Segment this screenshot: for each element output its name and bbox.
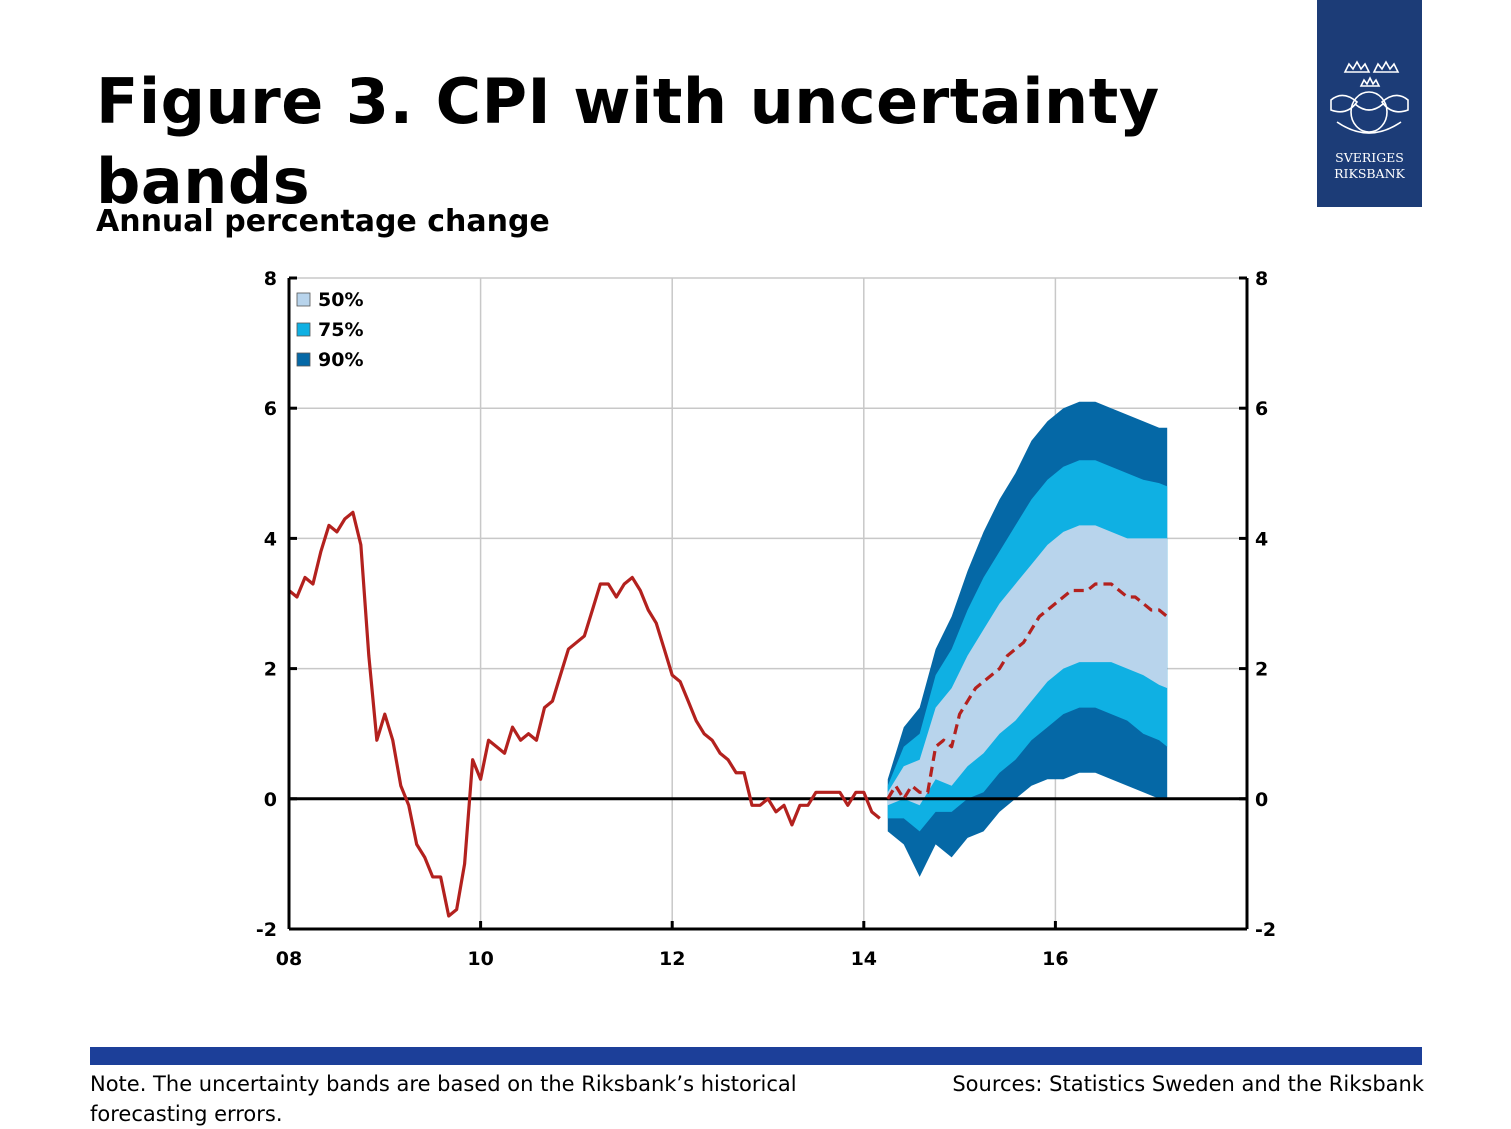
legend-swatch-1 — [296, 322, 311, 337]
footer-bar — [90, 1047, 1422, 1065]
legend: 50% 75% 90% — [296, 289, 363, 371]
band-50 — [887, 525, 1168, 806]
y-tick-label-right-5: 8 — [1255, 268, 1268, 290]
legend-label-2: 90% — [318, 349, 363, 371]
footer-note: Note. The uncertainty bands are based on… — [90, 1072, 797, 1126]
y-tick-label-left-5: 8 — [264, 268, 277, 290]
chart-title: Figure 3. CPI with uncertainty bands — [96, 65, 1160, 218]
y-tick-label-right-4: 6 — [1255, 398, 1268, 420]
uncertainty-bands — [887, 401, 1168, 877]
footer-sources: Sources: Statistics Sweden and the Riksb… — [952, 1072, 1424, 1096]
series-line-1 — [886, 582, 1169, 801]
y-tick-label-right-1: 0 — [1255, 789, 1268, 811]
series-line-0 — [287, 510, 881, 918]
riksbank-emblem-icon — [1330, 60, 1409, 134]
x-tick-label-3: 14 — [851, 948, 877, 970]
tick-labels: -2 -2 0 0 2 2 4 4 6 6 8 8 08 10 12 14 16 — [256, 268, 1276, 970]
riksbank-logo: SVERIGES RIKSBANK — [1317, 0, 1422, 207]
y-tick-label-right-0: -2 — [1255, 919, 1276, 941]
legend-swatch-2 — [296, 352, 311, 367]
y-tick-label-right-2: 2 — [1255, 659, 1268, 681]
y-tick-label-left-3: 4 — [264, 528, 277, 550]
chart-subtitle: Annual percentage change — [96, 204, 550, 239]
axes — [287, 276, 1249, 931]
logo-wordmark: SVERIGES RIKSBANK — [1317, 150, 1422, 182]
x-tick-label-1: 10 — [467, 948, 493, 970]
x-tick-label-2: 12 — [659, 948, 685, 970]
y-tick-label-left-1: 0 — [264, 789, 277, 811]
legend-label-0: 50% — [318, 289, 363, 311]
legend-swatch-0 — [296, 292, 311, 307]
logo-line-2: RIKSBANK — [1334, 166, 1405, 181]
x-tick-label-0: 08 — [276, 948, 302, 970]
x-tick-label-4: 16 — [1042, 948, 1068, 970]
y-tick-label-right-3: 4 — [1255, 528, 1268, 550]
y-tick-label-left-2: 2 — [264, 659, 277, 681]
legend-label-1: 75% — [318, 319, 363, 341]
series-lines — [287, 510, 1169, 918]
logo-line-1: SVERIGES — [1335, 150, 1404, 165]
y-tick-label-left-4: 6 — [264, 398, 277, 420]
y-tick-label-left-0: -2 — [256, 919, 277, 941]
